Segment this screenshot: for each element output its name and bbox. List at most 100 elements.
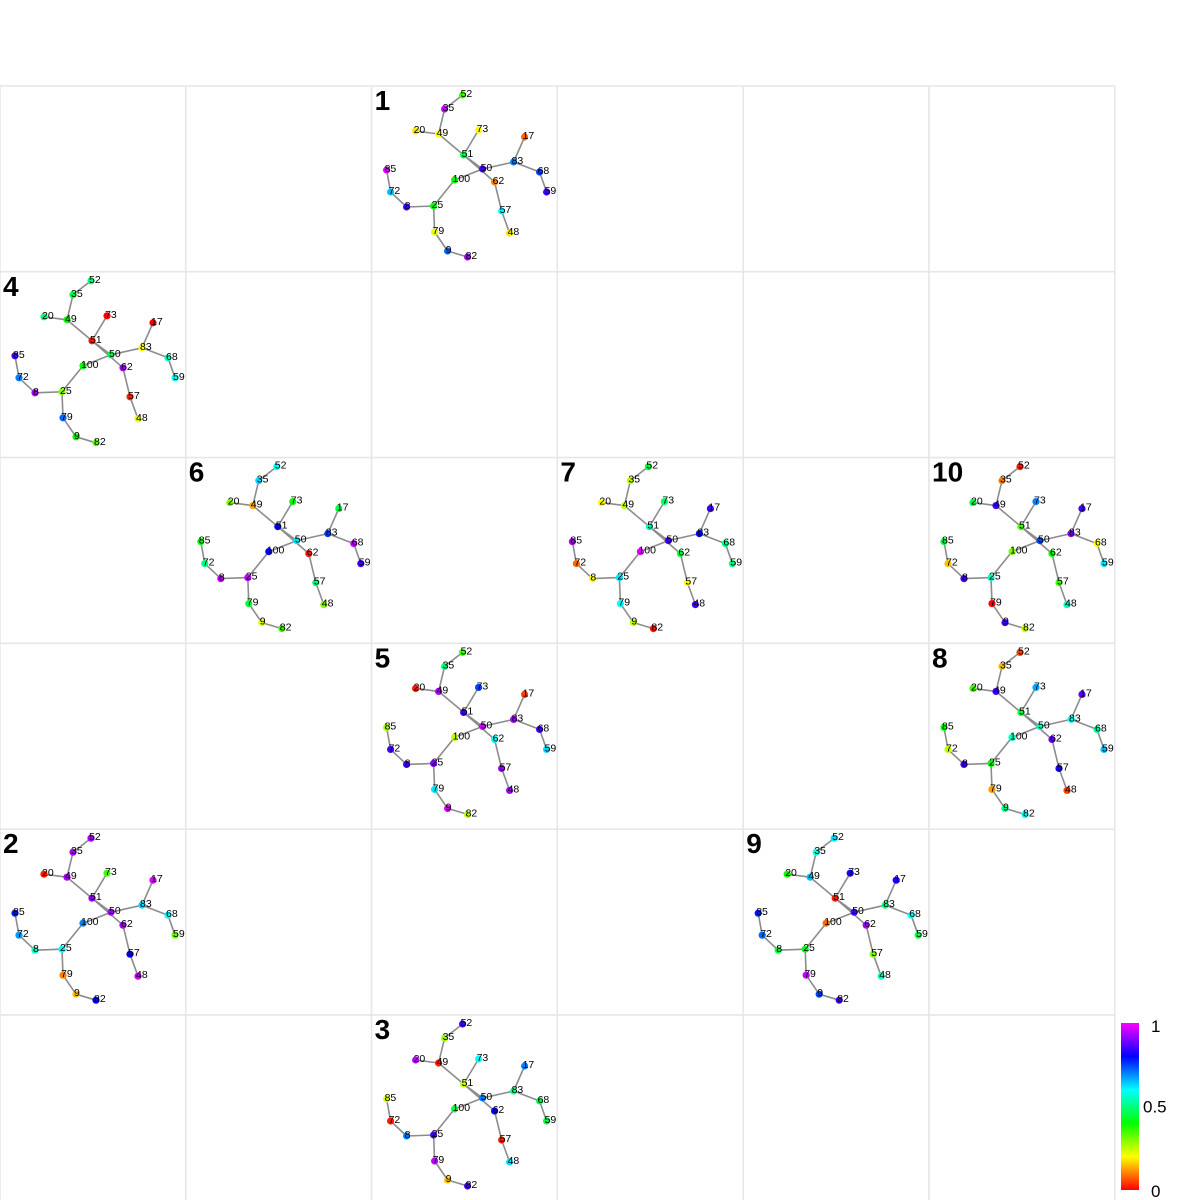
node-label-72: 72: [203, 557, 215, 569]
node-label-49: 49: [65, 313, 77, 325]
node-9: [72, 433, 80, 441]
node-label-9: 9: [1003, 801, 1009, 813]
node-label-57: 57: [128, 947, 140, 959]
node-label-50: 50: [481, 162, 493, 174]
grid-cell: [185, 271, 373, 459]
node-52: [1016, 648, 1024, 657]
node-8: [31, 946, 39, 954]
edge-52-35: [72, 837, 92, 853]
node-83: [1067, 530, 1075, 538]
node-label-52: 52: [1018, 645, 1030, 657]
node-label-35: 35: [257, 474, 269, 486]
node-25: [615, 574, 624, 582]
node-label-57: 57: [314, 576, 326, 588]
node-label-35: 35: [443, 1031, 455, 1043]
node-82: [464, 1182, 472, 1190]
edge-62-57: [865, 925, 874, 955]
node-85: [568, 538, 577, 546]
node-label-52: 52: [461, 645, 473, 657]
edge-50-100: [1011, 725, 1041, 739]
node-label-59: 59: [730, 557, 742, 569]
grid-cell: [0, 828, 187, 1016]
node-57: [126, 950, 134, 958]
node-label-72: 72: [389, 742, 401, 754]
node-label-9: 9: [631, 616, 637, 628]
node-49: [435, 1059, 443, 1067]
node-label-82: 82: [1023, 807, 1035, 819]
edge-50-83: [110, 904, 143, 913]
node-label-49: 49: [622, 499, 634, 511]
node-label-100: 100: [1010, 545, 1028, 557]
network-panel-10: 10 52 35 20 49 73 51 17 85 100 50 83 62 68 59 72 8 25 57 48…: [932, 457, 1114, 634]
edge-72-85: [385, 727, 392, 750]
node-label-62: 62: [121, 361, 133, 373]
node-label-35: 35: [1000, 659, 1012, 671]
edge-25-79: [432, 205, 436, 233]
node-label-59: 59: [545, 1114, 557, 1126]
node-label-73: 73: [291, 495, 303, 507]
edge-72-85: [943, 541, 949, 564]
edge-49-51: [252, 504, 279, 528]
edge-73-51: [834, 872, 851, 899]
node-label-100: 100: [81, 916, 99, 928]
node-8: [774, 946, 782, 954]
node-72: [944, 745, 952, 754]
node-48: [506, 1158, 514, 1166]
edge-100-25: [804, 922, 827, 950]
node-57: [498, 764, 506, 773]
node-label-62: 62: [493, 175, 505, 187]
colorbar-mid-label: 0.5: [1143, 1098, 1167, 1117]
node-68: [1093, 540, 1101, 548]
node-label-8: 8: [405, 757, 411, 769]
node-62: [491, 735, 499, 744]
node-label-20: 20: [785, 867, 797, 879]
node-label-82: 82: [280, 622, 292, 634]
node-68: [164, 911, 172, 919]
node-62: [119, 921, 127, 929]
node-73: [475, 1055, 483, 1063]
node-20: [226, 499, 234, 507]
node-79: [431, 1157, 439, 1165]
edge-57-48: [500, 768, 511, 791]
node-62: [491, 1107, 499, 1115]
node-100: [265, 548, 273, 556]
node-label-82: 82: [466, 1179, 478, 1191]
node-label-35: 35: [814, 845, 826, 857]
node-59: [171, 374, 179, 382]
node-label-83: 83: [1069, 527, 1081, 539]
node-73: [475, 683, 483, 692]
grid-cell: [556, 642, 744, 830]
node-label-20: 20: [971, 681, 983, 693]
node-label-83: 83: [140, 341, 152, 353]
network-panel-9: 9 52 35 20 49 73 51 17 85 100 50 83 62 68 59 72 8 25 57 48 7…: [746, 828, 928, 1005]
node-label-62: 62: [121, 918, 133, 930]
node-25: [430, 759, 438, 768]
node-72: [387, 745, 395, 754]
node-17: [521, 690, 529, 699]
node-label-68: 68: [538, 1094, 550, 1106]
node-label-73: 73: [105, 866, 117, 878]
edge-25-8: [220, 576, 248, 580]
node-50: [664, 537, 673, 545]
node-59: [543, 188, 551, 196]
node-label-35: 35: [628, 474, 640, 486]
edge-83-17: [512, 1065, 526, 1092]
grid-cell: [370, 642, 559, 830]
panel-label: 3: [375, 1014, 391, 1045]
node-51: [645, 523, 654, 531]
edge-73-51: [91, 872, 108, 899]
node-label-50: 50: [109, 348, 121, 360]
node-72: [758, 931, 766, 939]
node-9: [444, 247, 452, 255]
node-48: [1063, 601, 1071, 609]
node-48: [506, 786, 514, 795]
node-100: [451, 733, 459, 742]
edge-73-51: [648, 501, 666, 528]
edge-100-25: [432, 179, 456, 207]
edge-50-100: [82, 354, 112, 367]
node-73: [1032, 498, 1040, 506]
node-100: [79, 362, 87, 370]
edge-50-100: [825, 911, 855, 924]
node-50: [850, 908, 858, 916]
node-label-25: 25: [803, 942, 815, 954]
